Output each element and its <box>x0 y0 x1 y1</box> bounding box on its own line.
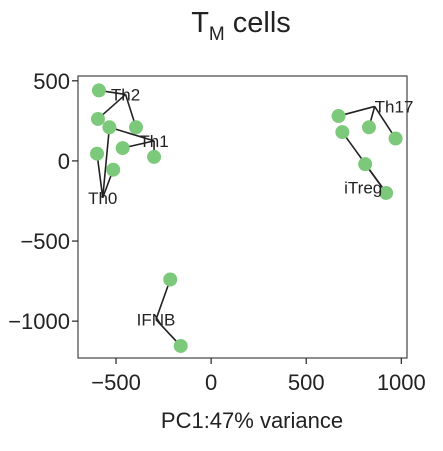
title-rest-text: cells <box>225 7 291 39</box>
point-label-th17: Th17 <box>375 97 414 116</box>
x-tick-label-3: 1000 <box>377 370 426 395</box>
point-label-ifnb: IFNB <box>137 311 176 330</box>
data-point-6 <box>90 146 105 161</box>
point-label-itreg: iTreg <box>344 178 382 197</box>
point-label-th0: Th0 <box>88 189 117 208</box>
data-point-2 <box>102 120 117 135</box>
y-axis-ticks: 500 0 −500 −1000 <box>8 69 78 334</box>
title-main-text: T <box>191 7 209 39</box>
leader-line-ifnb-0 <box>155 279 171 320</box>
title-subscript: M <box>209 24 225 45</box>
y-tick-label-3: −1000 <box>8 309 70 334</box>
data-point-14 <box>163 272 178 287</box>
data-point-8 <box>331 109 346 124</box>
data-point-7 <box>106 162 121 177</box>
x-tick-label-2: 500 <box>288 370 325 395</box>
leader-line-th0-2 <box>101 127 111 198</box>
data-point-13 <box>379 185 394 200</box>
leader-line-th0-0 <box>96 153 104 198</box>
leader-line-th1-0 <box>109 126 155 142</box>
point-labels: Th2 Th1 Th0 Th17 iTreg IFNB <box>88 85 413 329</box>
data-point-12 <box>358 157 373 172</box>
data-points <box>90 83 403 353</box>
data-point-15 <box>173 338 188 353</box>
data-point-9 <box>335 125 350 140</box>
y-tick-label-2: −500 <box>20 229 70 254</box>
data-point-10 <box>361 120 376 135</box>
data-point-11 <box>388 131 403 146</box>
x-axis-ticks: −500 0 500 1000 <box>91 358 426 395</box>
point-label-th2: Th2 <box>111 85 140 104</box>
data-point-5 <box>147 149 162 164</box>
x-tick-label-0: −500 <box>91 370 141 395</box>
x-tick-label-1: 0 <box>205 370 217 395</box>
data-point-0 <box>91 83 106 98</box>
y-tick-label-1: 0 <box>58 149 70 174</box>
plot-frame <box>77 75 408 359</box>
data-point-4 <box>129 120 144 135</box>
chart-title: TM cells <box>191 7 291 45</box>
point-label-th1: Th1 <box>139 132 168 151</box>
data-point-1 <box>90 111 105 126</box>
x-axis-label: PC1:47% variance <box>161 408 343 433</box>
y-tick-label-0: 500 <box>33 69 70 94</box>
data-point-3 <box>115 141 130 156</box>
